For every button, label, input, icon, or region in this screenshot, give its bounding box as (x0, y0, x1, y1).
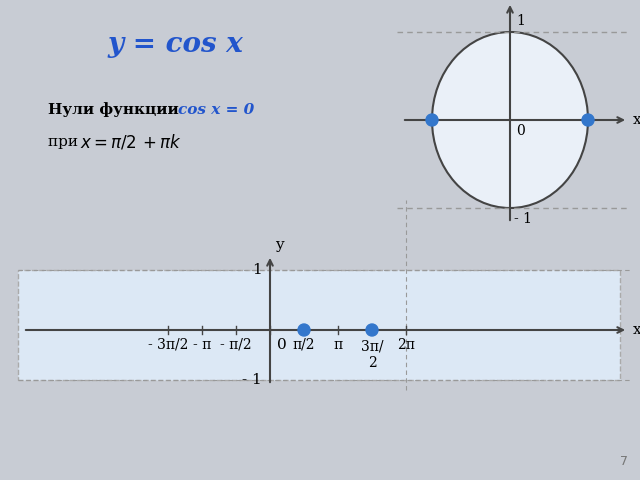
Circle shape (582, 114, 594, 126)
Text: при: при (48, 135, 83, 149)
Text: - π/2: - π/2 (220, 338, 252, 352)
Ellipse shape (432, 32, 588, 208)
Text: Нули функции: Нули функции (48, 103, 184, 118)
Text: y = cos x: y = cos x (107, 32, 243, 59)
Bar (18, 270, 620, 380)
Text: 1: 1 (252, 263, 262, 277)
Text: - 1: - 1 (243, 373, 262, 387)
Text: 3π/
2: 3π/ 2 (361, 340, 383, 370)
Text: x: x (633, 113, 640, 127)
Text: x: x (633, 323, 640, 337)
Text: 2π: 2π (397, 338, 415, 352)
Text: 0: 0 (277, 338, 287, 352)
Text: - 1: - 1 (514, 212, 532, 226)
Text: 7: 7 (620, 455, 628, 468)
Circle shape (366, 324, 378, 336)
Text: π/2: π/2 (292, 338, 316, 352)
Text: y: y (275, 238, 284, 252)
Circle shape (298, 324, 310, 336)
Text: $x = \pi/2\,+\pi k$: $x = \pi/2\,+\pi k$ (80, 132, 182, 152)
Text: - π: - π (193, 338, 211, 352)
Circle shape (426, 114, 438, 126)
Text: π: π (333, 338, 342, 352)
Text: 1: 1 (516, 14, 525, 28)
Text: cos x = 0: cos x = 0 (178, 103, 254, 117)
Text: - 3π/2: - 3π/2 (148, 338, 188, 352)
Text: 0: 0 (516, 124, 525, 138)
